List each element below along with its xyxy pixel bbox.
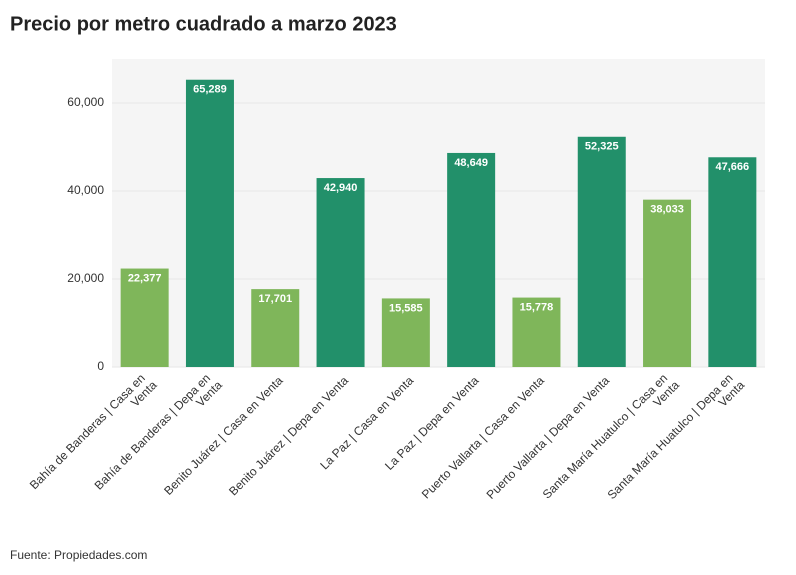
bar (316, 178, 365, 367)
bar (643, 199, 692, 367)
chart-title: Precio por metro cuadrado a marzo 2023 (10, 13, 397, 35)
value-label: 48,649 (454, 157, 488, 169)
bar (381, 298, 430, 367)
value-label: 52,325 (585, 141, 619, 153)
bar (185, 79, 234, 368)
value-label: 65,289 (193, 84, 227, 96)
value-label: 42,940 (324, 182, 358, 194)
value-label: 17,701 (258, 293, 292, 305)
x-tick-label: Puerto Vallarta | Casa en Venta (419, 373, 547, 501)
value-label: 22,377 (128, 272, 162, 284)
y-tick-label: 60,000 (67, 95, 104, 109)
bar (708, 157, 757, 367)
value-label: 15,585 (389, 302, 423, 314)
bar (577, 136, 626, 367)
x-tick-label: Benito Juárez | Depa en Venta (226, 373, 351, 498)
y-tick-label: 40,000 (67, 183, 104, 197)
bar (447, 152, 496, 367)
y-tick-label: 0 (97, 359, 104, 373)
y-tick-label: 20,000 (67, 271, 104, 285)
source-note: Fuente: Propiedades.com (10, 548, 147, 562)
value-label: 38,033 (650, 204, 684, 216)
x-tick-label: Benito Juárez | Casa en Venta (161, 373, 286, 498)
bar (120, 268, 169, 367)
bar (251, 289, 300, 367)
value-label: 47,666 (716, 161, 750, 173)
bar (512, 297, 561, 367)
value-label: 15,778 (520, 301, 554, 313)
